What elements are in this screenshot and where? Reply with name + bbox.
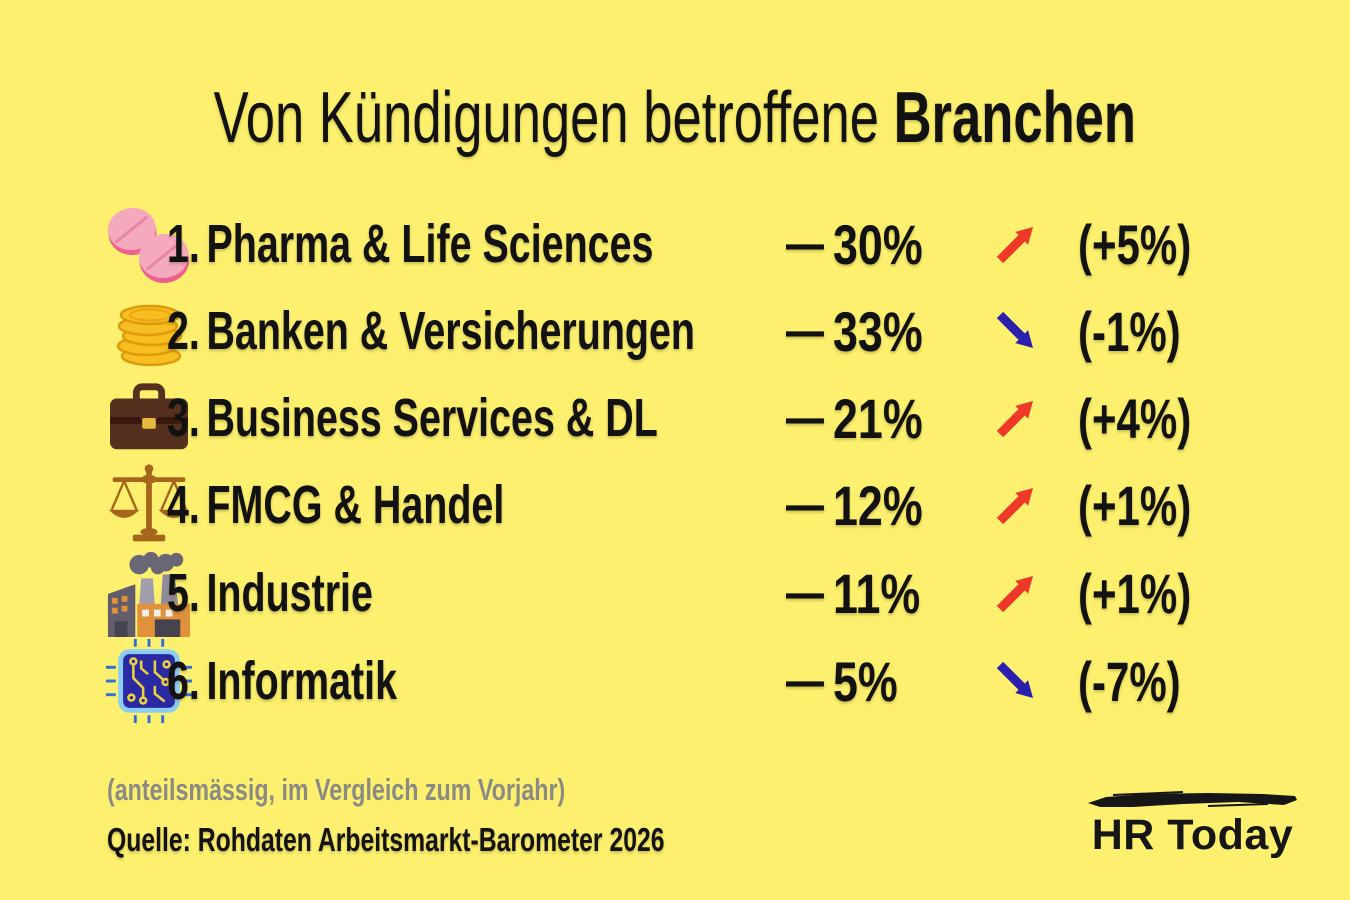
rank-label: 1. [167,214,200,274]
table-row: 1. Pharma & Life Sciences — 30% (+5%) [0,200,1350,288]
trend-down-icon [993,287,1039,375]
rank-label: 5. [167,563,200,623]
industry-label: Informatik [206,651,398,711]
change-label: (-1%) [1078,299,1181,363]
trend-up-icon [993,200,1039,288]
industry-label: FMCG & Handel [206,475,505,535]
rank-label: 2. [167,301,200,361]
industry-label: Banken & Versicherungen [206,301,695,361]
value-label: 11% [833,561,921,625]
industry-label: Pharma & Life Sciences [206,214,654,274]
table-row: 6. Informatik — 5% (-7%) [0,637,1350,725]
industry-label: Industrie [206,563,373,623]
rank-label: 3. [167,388,200,448]
dash-separator: — [786,564,824,622]
trend-up-icon [993,374,1039,462]
change-label: (-7%) [1078,649,1181,713]
value-label: 33% [833,299,923,363]
chip-icon [100,637,198,725]
table-row: 2. Banken & Versicherungen — 33% (-1%) [0,287,1350,375]
trend-down-icon [993,637,1039,725]
trend-up-icon [993,549,1039,637]
dash-separator: — [786,302,824,360]
value-label: 12% [833,473,923,537]
value-label: 30% [833,212,923,276]
pills-icon [100,200,198,288]
dash-separator: — [786,652,824,710]
industry-label: Business Services & DL [206,388,658,448]
dash-separator: — [786,389,824,447]
value-label: 5% [833,649,898,713]
hr-today-logo: HR Today [1085,790,1300,858]
page-title-bold: Branchen [893,78,1137,158]
change-label: (+4%) [1078,386,1192,450]
scales-icon [100,461,198,549]
table-row: 3. Business Services & DL — 21% (+4%) [0,374,1350,462]
briefcase-icon [100,374,198,462]
page-title-regular: Von Kündigungen betroffene [213,78,880,158]
page-title: Von Kündigungen betroffene Branchen [0,72,1350,164]
logo-text: HR Today [1091,811,1294,859]
value-label: 21% [833,386,923,450]
rank-label: 6. [167,651,200,711]
brush-stroke-icon [1087,791,1297,807]
dash-separator: — [786,215,824,273]
table-row: 4. FMCG & Handel — 12% (+1%) [0,461,1350,549]
change-label: (+1%) [1078,561,1192,625]
trend-up-icon [993,461,1039,549]
factory-icon [100,549,198,637]
table-row: 5. Industrie — 11% (+1%) [0,549,1350,637]
footnote: (anteilsmässig, im Vergleich zum Vorjahr… [107,772,566,807]
change-label: (+5%) [1078,212,1192,276]
dash-separator: — [786,476,824,534]
coins-icon [100,287,198,375]
change-label: (+1%) [1078,473,1192,537]
rank-label: 4. [167,475,200,535]
source-note: Quelle: Rohdaten Arbeitsmarkt-Barometer … [107,821,665,858]
